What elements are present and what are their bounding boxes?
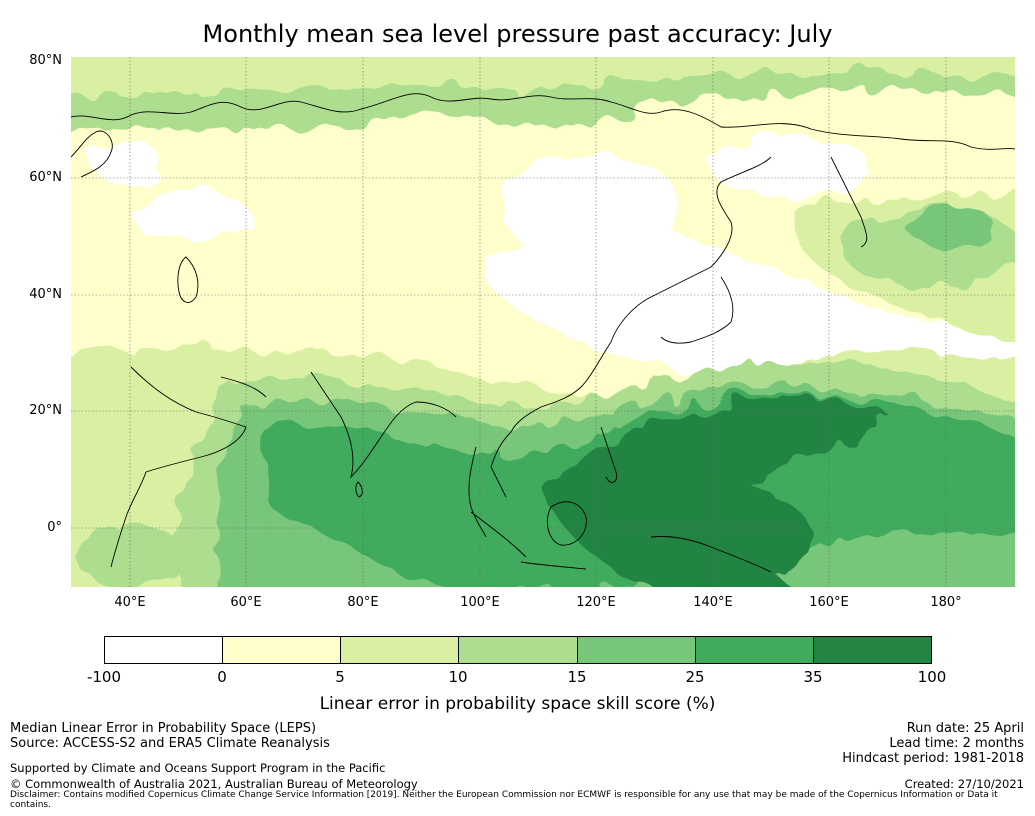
colorbar-tick: 25 <box>685 668 705 686</box>
footer-lead-time: Lead time: 2 months <box>889 736 1024 751</box>
colorbar-tick: 0 <box>217 668 227 686</box>
lon-label-100e: 100°E <box>460 595 500 610</box>
footer-run-date: Run date: 25 April <box>906 721 1024 736</box>
footer-created: Created: 27/10/2021 <box>904 777 1024 791</box>
map-title: Monthly mean sea level pressure past acc… <box>202 20 833 48</box>
footer-support: Supported by Climate and Oceans Support … <box>10 761 386 775</box>
colorbar-tick: 10 <box>448 668 468 686</box>
skill-score-map <box>71 57 1015 587</box>
map-canvas <box>71 57 1015 587</box>
colorbar-bin-6 <box>813 637 931 663</box>
lat-label-0: 0° <box>47 520 62 535</box>
footer-hindcast: Hindcast period: 1981-2018 <box>842 751 1024 766</box>
coastlines <box>71 93 1015 573</box>
colorbar-tick: 15 <box>567 668 587 686</box>
colorbar-tick: -100 <box>86 668 122 686</box>
colorbar-tick: 35 <box>803 668 823 686</box>
colorbar <box>104 636 932 664</box>
footer-copyright: © Commonwealth of Australia 2021, Austra… <box>10 777 418 791</box>
skill-zone-east-asia <box>491 226 1015 384</box>
colorbar-label: Linear error in probability space skill … <box>319 694 716 714</box>
colorbar-bin-1 <box>223 637 342 663</box>
lat-label-40n: 40°N <box>29 287 62 302</box>
lon-label-140e: 140°E <box>693 595 733 610</box>
footer-source: Source: ACCESS-S2 and ERA5 Climate Reana… <box>10 736 330 751</box>
colorbar-bin-5 <box>695 637 814 663</box>
colorbar-bin-0 <box>105 637 224 663</box>
lon-label-80e: 80°E <box>347 595 379 610</box>
lon-label-120e: 120°E <box>576 595 616 610</box>
footer-disclaimer: Disclaimer: Contains modified Copernicus… <box>10 790 998 810</box>
lon-label-160e: 160°E <box>809 595 849 610</box>
colorbar-bin-2 <box>341 637 460 663</box>
colorbar-bin-4 <box>577 637 696 663</box>
lon-label-180: 180° <box>930 595 962 610</box>
lat-label-20n: 20°N <box>29 403 62 418</box>
colorbar-bin-3 <box>459 637 578 663</box>
lon-label-40e: 40°E <box>114 595 146 610</box>
lon-label-60e: 60°E <box>230 595 262 610</box>
graticule <box>71 57 1015 587</box>
lat-label-60n: 60°N <box>29 170 62 185</box>
colorbar-tick: 5 <box>335 668 345 686</box>
lat-label-80n: 80°N <box>29 53 62 68</box>
footer-method: Median Linear Error in Probability Space… <box>10 721 317 736</box>
colorbar-tick: 100 <box>917 668 947 686</box>
